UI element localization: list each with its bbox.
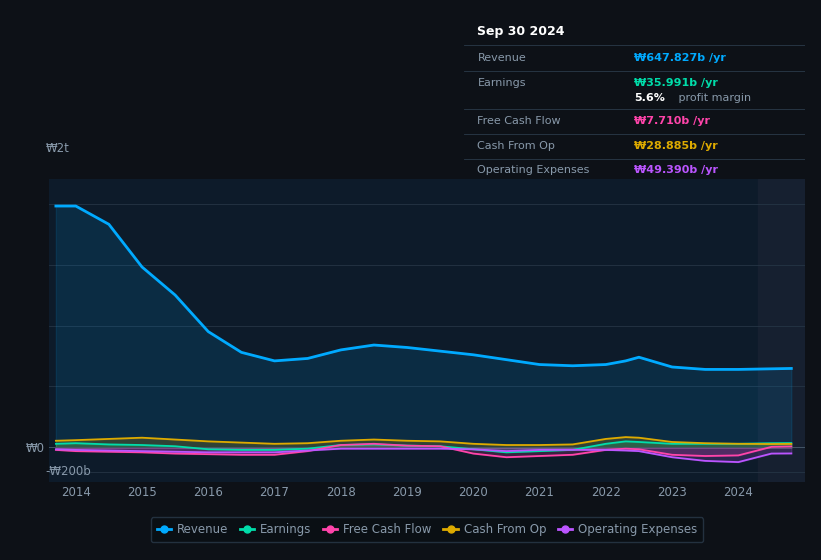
Text: Cash From Op: Cash From Op	[478, 141, 555, 151]
Text: Operating Expenses: Operating Expenses	[478, 165, 589, 175]
Legend: Revenue, Earnings, Free Cash Flow, Cash From Op, Operating Expenses: Revenue, Earnings, Free Cash Flow, Cash …	[151, 517, 703, 542]
Text: ₩28.885b /yr: ₩28.885b /yr	[635, 141, 718, 151]
Text: Sep 30 2024: Sep 30 2024	[478, 25, 565, 38]
Text: Earnings: Earnings	[478, 78, 526, 88]
Text: 5.6%: 5.6%	[635, 93, 665, 102]
Text: ₩647.827b /yr: ₩647.827b /yr	[635, 53, 726, 63]
Text: ₩35.991b /yr: ₩35.991b /yr	[635, 78, 718, 88]
Text: -₩200b: -₩200b	[45, 465, 91, 478]
Text: ₩2t: ₩2t	[45, 142, 69, 155]
Text: ₩7.710b /yr: ₩7.710b /yr	[635, 116, 710, 126]
Text: profit margin: profit margin	[675, 93, 751, 102]
Text: ₩49.390b /yr: ₩49.390b /yr	[635, 165, 718, 175]
Text: Revenue: Revenue	[478, 53, 526, 63]
Text: Free Cash Flow: Free Cash Flow	[478, 116, 561, 126]
Bar	[759, 179, 805, 482]
